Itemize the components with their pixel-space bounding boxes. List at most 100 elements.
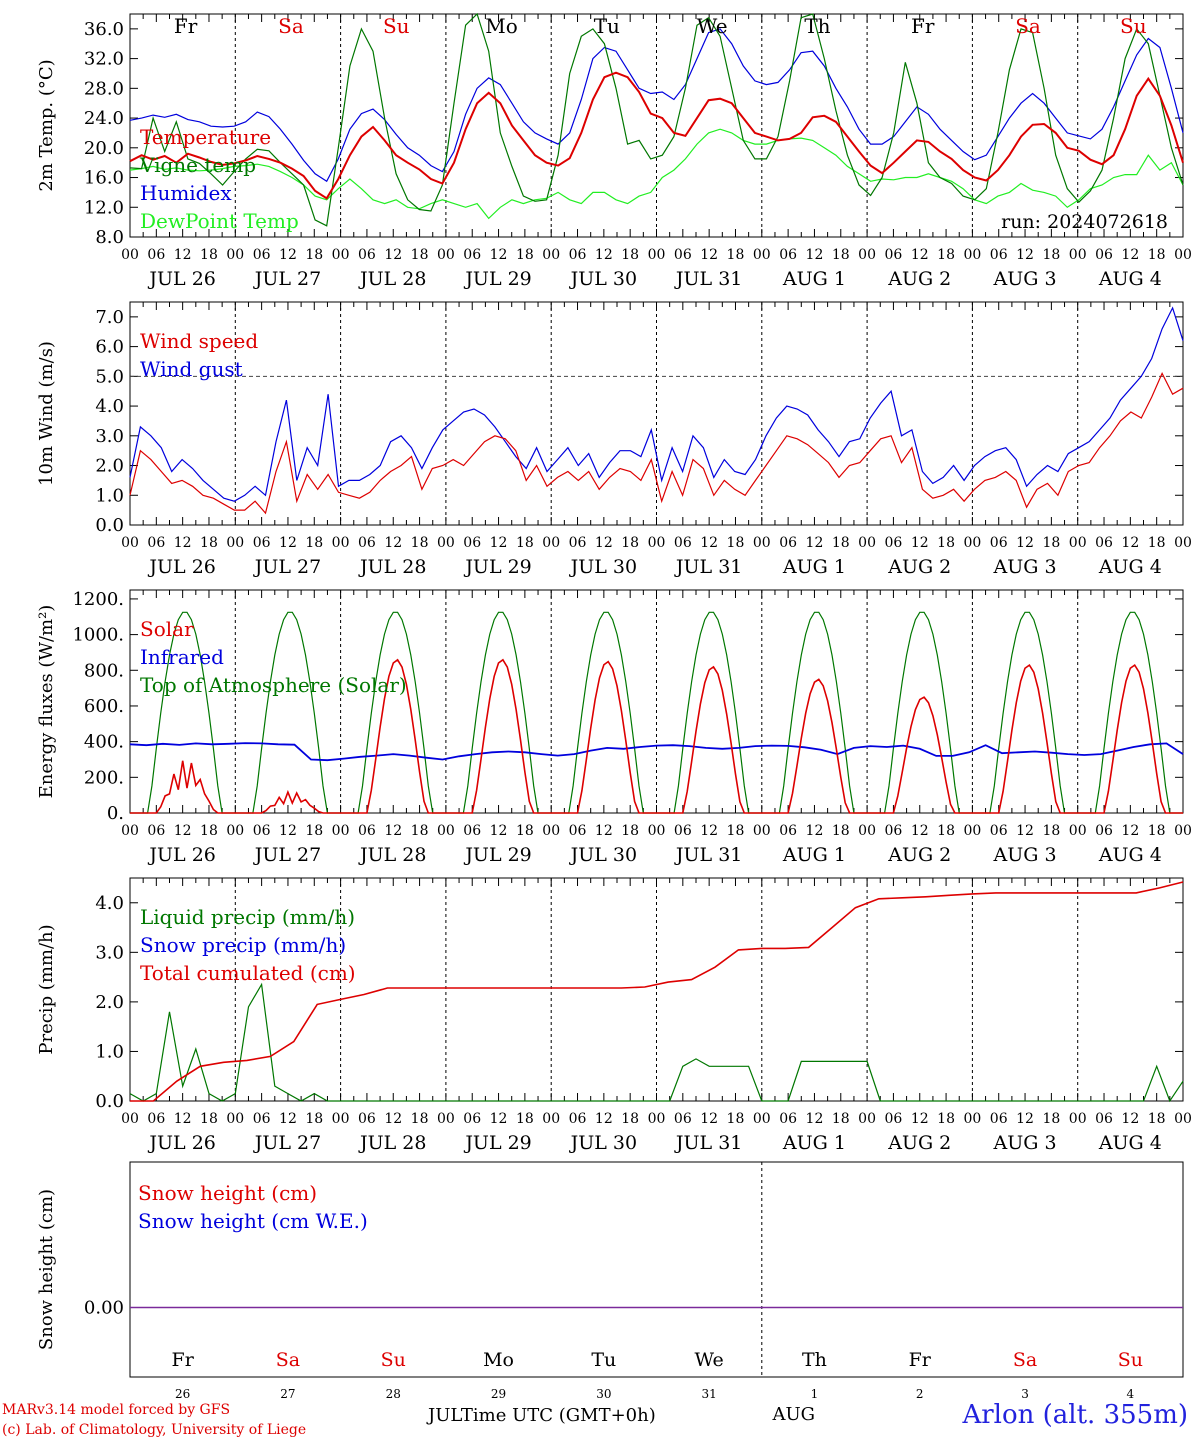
- x-hour-label: 00: [963, 535, 981, 551]
- y-tick-label: 1000.: [72, 625, 124, 646]
- x-hour-label: 00: [858, 823, 876, 839]
- x-date-label: JUL 27: [253, 268, 321, 290]
- run-annotation: run: 2024072618: [1001, 211, 1168, 233]
- x-hour-label: 18: [200, 823, 218, 839]
- x-hour-label: 06: [885, 823, 903, 839]
- x-hour-label: 12: [384, 1111, 402, 1127]
- x-date-label: JUL 29: [463, 268, 531, 290]
- x-hour-label: 00: [1069, 247, 1087, 263]
- y-tick-label: 200.: [84, 767, 124, 788]
- x-hour-label: 12: [595, 535, 613, 551]
- y-tick-label: 7.0: [95, 307, 124, 328]
- x-hour-label: 18: [832, 247, 850, 263]
- y-tick-label: 5.0: [95, 366, 124, 387]
- x-date-label: JUL 30: [569, 556, 637, 578]
- legend-entry: Vigne temp: [139, 153, 256, 177]
- x-hour-label: 18: [937, 247, 955, 263]
- x-date-label: AUG 3: [993, 1132, 1057, 1154]
- series-line: [129, 371, 1184, 515]
- x-hour-label: 18: [1042, 1111, 1060, 1127]
- x-hour-label: 00: [753, 247, 771, 263]
- x-hour-label: 06: [885, 535, 903, 551]
- y-tick-label: 28.0: [84, 78, 124, 99]
- series-line: [129, 12, 1184, 227]
- x-hour-label: 06: [463, 535, 481, 551]
- x-date-label: JUL 31: [674, 844, 742, 866]
- x-hour-label: 12: [279, 1111, 297, 1127]
- x-hour-label: 18: [1148, 823, 1166, 839]
- x-date-label: JUL 30: [569, 844, 637, 866]
- x-hour-label: 18: [621, 1111, 639, 1127]
- x-hour-label: 00: [437, 1111, 455, 1127]
- x-hour-label: 18: [305, 823, 323, 839]
- x-hour-label: 12: [1016, 1111, 1034, 1127]
- x-hour-label: 06: [358, 535, 376, 551]
- x-hour-label: 18: [621, 247, 639, 263]
- x-hour-label: 12: [700, 247, 718, 263]
- series-line: [129, 28, 1184, 183]
- legend-entry: Infrared: [140, 645, 224, 669]
- time-axis-title: Time UTC (GMT+0h): [460, 1405, 656, 1426]
- x-hour-label: 00: [753, 1111, 771, 1127]
- x-date-label: AUG 3: [993, 844, 1057, 866]
- x-hour-label: 00: [121, 1111, 139, 1127]
- x-date-label: AUG 2: [887, 556, 951, 578]
- y-axis-label: 2m Temp. (°C): [36, 59, 57, 191]
- x-hour-label: 12: [384, 247, 402, 263]
- x-hour-label: 18: [937, 823, 955, 839]
- x-hour-label: 00: [542, 1111, 560, 1127]
- x-date-label: JUL 27: [253, 556, 321, 578]
- y-tick-label: 1200.: [72, 589, 124, 610]
- x-date-label: JUL 30: [569, 268, 637, 290]
- y-tick-label: 0.: [107, 803, 124, 824]
- weekday-label: Sa: [276, 1349, 300, 1371]
- x-hour-label: 12: [490, 247, 508, 263]
- weekday-label: Fr: [911, 14, 935, 38]
- x-hour-label: 00: [1174, 1111, 1192, 1127]
- weekday-label: Mo: [485, 14, 518, 38]
- x-date-label: JUL 27: [253, 844, 321, 866]
- legend-entry: DewPoint Temp: [140, 209, 299, 233]
- legend-entry: Snow precip (mm/h): [140, 933, 346, 957]
- x-hour-label: 18: [305, 535, 323, 551]
- x-hour-label: 00: [648, 1111, 666, 1127]
- x-hour-label: 12: [700, 823, 718, 839]
- day-number-label: 4: [1127, 1387, 1135, 1401]
- x-hour-label: 18: [832, 1111, 850, 1127]
- x-date-label: AUG 2: [887, 1132, 951, 1154]
- x-date-label: JUL 31: [674, 1132, 742, 1154]
- x-hour-label: 00: [963, 1111, 981, 1127]
- x-hour-label: 06: [253, 247, 271, 263]
- y-tick-label: 1.0: [95, 485, 124, 506]
- x-hour-label: 06: [990, 247, 1008, 263]
- x-hour-label: 12: [490, 1111, 508, 1127]
- x-hour-label: 06: [1095, 247, 1113, 263]
- y-tick-label: 1.0: [95, 1041, 124, 1062]
- x-hour-label: 18: [200, 247, 218, 263]
- x-hour-label: 18: [621, 823, 639, 839]
- x-hour-label: 18: [200, 1111, 218, 1127]
- x-hour-label: 12: [911, 535, 929, 551]
- weekday-label: Tu: [591, 1349, 616, 1371]
- series-line: [129, 742, 1184, 762]
- x-hour-label: 06: [990, 535, 1008, 551]
- x-hour-label: 06: [885, 247, 903, 263]
- x-hour-label: 00: [542, 247, 560, 263]
- weekday-label: Th: [804, 14, 830, 38]
- x-hour-label: 12: [384, 535, 402, 551]
- x-date-label: AUG 2: [887, 268, 951, 290]
- legend-entry: Temperature: [140, 125, 271, 149]
- x-hour-label: 12: [700, 535, 718, 551]
- x-hour-label: 06: [569, 1111, 587, 1127]
- x-hour-label: 00: [437, 823, 455, 839]
- weekday-label: Su: [383, 14, 410, 38]
- x-hour-label: 06: [253, 823, 271, 839]
- x-hour-label: 12: [595, 823, 613, 839]
- x-hour-label: 00: [226, 247, 244, 263]
- weekday-label: Su: [1118, 1349, 1143, 1371]
- x-hour-label: 00: [753, 535, 771, 551]
- x-date-label: JUL 28: [358, 268, 426, 290]
- x-date-label: AUG 1: [782, 1132, 846, 1154]
- x-hour-label: 06: [674, 247, 692, 263]
